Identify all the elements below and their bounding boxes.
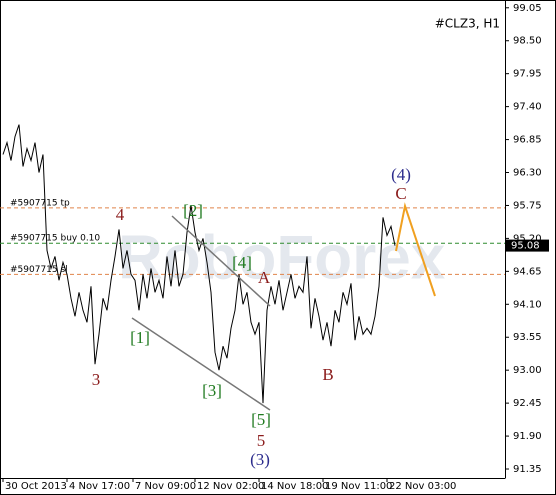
y-tick-label: 91.35 [513,464,542,475]
wave-label: [3] [202,381,222,400]
chart-title: #CLZ3, H1 [435,17,500,31]
x-tick-label: 12 Nov 02:00 [197,481,264,492]
y-tick-label: 95.20 [513,233,542,244]
y-tick-label: 99.05 [513,3,542,14]
order-label: #5907715 sl [10,265,68,275]
y-tick-label: 95.75 [513,200,542,211]
price-line [2,124,396,404]
y-tick-label: 98.50 [513,36,542,47]
wave-label: (3) [250,450,270,469]
y-tick-label: 93.55 [513,332,542,343]
y-tick-label: 94.10 [513,299,542,310]
y-tick-label: 97.40 [513,102,542,113]
price-tag-label: 95.08 [511,241,540,252]
order-label: #5907715 tp [10,198,70,208]
y-tick-label: 94.65 [513,266,542,277]
order-label: #5907715 buy 0.10 [10,234,100,244]
y-tick-label: 96.85 [513,135,542,146]
watermark: RoboForex [118,223,446,292]
y-tick-label: 92.45 [513,398,542,409]
wave-label: A [258,268,271,287]
channel-line [171,215,271,307]
x-tick-label: 4 Nov 17:00 [69,481,130,492]
wave-label: 5 [257,431,266,450]
wave-label: 3 [92,370,101,389]
wave-label: [2] [183,201,203,220]
x-tick-label: 30 Oct 2013 [5,481,67,492]
x-tick-label: 14 Nov 18:00 [261,481,328,492]
wave-label: [4] [232,253,252,272]
wave-label: [1] [130,328,150,347]
channel-line [131,317,271,411]
wave-label: 4 [116,205,125,224]
wave-label: B [322,365,333,384]
y-tick-label: 96.30 [513,168,542,179]
forecast-path [395,202,436,297]
y-tick-label: 97.95 [513,69,542,80]
wave-label: C [395,184,406,203]
y-tick-label: 93.00 [513,365,542,376]
wave-label: [5] [251,410,271,429]
x-tick-label: 19 Nov 11:00 [325,481,392,492]
y-tick-label: 91.90 [513,431,542,442]
wave-label: (4) [391,165,411,184]
price-tag [505,239,549,252]
x-tick-label: 7 Nov 09:00 [135,481,196,492]
x-tick-label: 22 Nov 03:00 [389,481,456,492]
